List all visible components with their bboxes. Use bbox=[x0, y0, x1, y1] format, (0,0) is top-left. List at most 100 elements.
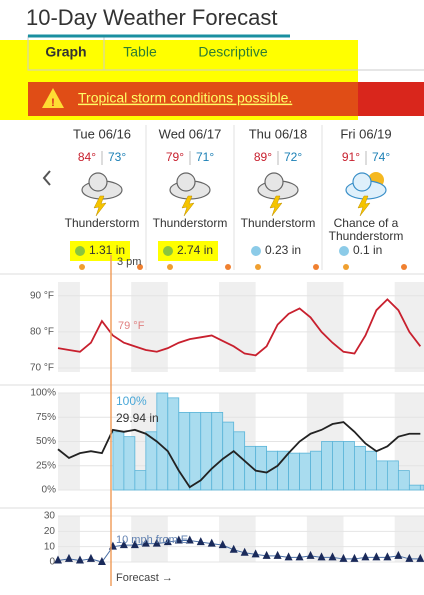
highlight bbox=[70, 241, 130, 261]
high-temp: 91° bbox=[342, 150, 360, 164]
wind-arrow bbox=[229, 544, 238, 553]
annotation: 29.94 in bbox=[116, 411, 159, 425]
wind-arrow bbox=[54, 555, 62, 564]
sun-dot bbox=[79, 264, 85, 270]
night-band bbox=[131, 282, 168, 372]
page-title: 10-Day Weather Forecast bbox=[26, 5, 277, 30]
annotation: 10 mph from E bbox=[116, 534, 188, 546]
day-date: Thu 06/18 bbox=[249, 126, 308, 141]
wind-arrow bbox=[207, 538, 216, 547]
sun-dot bbox=[401, 264, 407, 270]
high-temp: 79° bbox=[166, 150, 184, 164]
bolt-icon bbox=[269, 195, 283, 217]
annotation: 100% bbox=[116, 394, 147, 408]
alert-link[interactable]: Tropical storm conditions possible. bbox=[78, 90, 292, 106]
annotation: 79 °F bbox=[118, 320, 145, 332]
y-tick-label: 0 bbox=[49, 557, 55, 568]
cloud-icon bbox=[264, 172, 284, 192]
high-temp: 89° bbox=[254, 150, 272, 164]
y-tick-label: 80 °F bbox=[30, 327, 54, 338]
precip-icon bbox=[339, 246, 349, 256]
wind-arrow bbox=[218, 540, 227, 549]
precip-bar bbox=[288, 452, 300, 491]
sun-dot bbox=[343, 264, 349, 270]
precip-bar bbox=[408, 484, 421, 491]
night-band bbox=[131, 516, 168, 562]
precip-bar bbox=[343, 441, 355, 491]
tab[interactable]: Graph bbox=[45, 44, 86, 60]
precip-amount: 0.23 in bbox=[265, 243, 301, 257]
y-tick-label: 30 bbox=[44, 511, 56, 522]
wind-arrow bbox=[152, 538, 161, 547]
wind-arrow bbox=[295, 552, 304, 561]
night-band bbox=[219, 282, 256, 372]
sun-dot bbox=[313, 264, 319, 270]
wind-arrow bbox=[273, 550, 282, 559]
wind-arrow bbox=[75, 555, 84, 564]
wind-arrow bbox=[262, 550, 271, 559]
wind-arrow bbox=[383, 552, 392, 561]
cloud-icon bbox=[88, 172, 108, 192]
alert-icon: ! bbox=[51, 97, 55, 109]
wind-arrow bbox=[185, 535, 194, 544]
wind-line bbox=[57, 540, 421, 563]
wind-arrow bbox=[405, 553, 414, 562]
forecast-label: Forecast → bbox=[116, 572, 173, 584]
precip-bar bbox=[277, 450, 289, 491]
tab[interactable]: Table bbox=[123, 44, 157, 60]
temperature-line bbox=[57, 298, 422, 357]
wind-arrow bbox=[196, 537, 205, 546]
sun-dot bbox=[255, 264, 261, 270]
precip-bar bbox=[310, 450, 322, 491]
y-tick-label: 70 °F bbox=[30, 363, 54, 374]
condition-box: Thunderstorm bbox=[64, 217, 140, 230]
wind-arrow bbox=[306, 550, 315, 559]
y-tick-label: 75% bbox=[36, 412, 56, 423]
low-temp: 71° bbox=[196, 150, 214, 164]
wind-arrow bbox=[328, 552, 337, 561]
precip-bar bbox=[112, 431, 125, 491]
y-tick-label: 50% bbox=[36, 436, 56, 447]
condition: Thunderstorm bbox=[64, 217, 140, 230]
cloud-icon bbox=[352, 172, 372, 192]
current-time-label: 3 pm bbox=[117, 256, 141, 268]
precip-bar bbox=[255, 445, 268, 491]
sun-dot bbox=[167, 264, 173, 270]
precip-bar bbox=[123, 436, 136, 491]
day-date: Wed 06/17 bbox=[159, 126, 222, 141]
y-tick-label: 25% bbox=[36, 460, 56, 471]
wind-arrow bbox=[416, 553, 424, 562]
precip-bar bbox=[354, 445, 366, 491]
precip-bar bbox=[167, 397, 180, 491]
low-temp: 74° bbox=[372, 150, 390, 164]
wind-arrow bbox=[372, 552, 381, 561]
highlight bbox=[28, 82, 358, 116]
precip-icon bbox=[75, 246, 85, 256]
wind-arrow bbox=[86, 553, 95, 562]
highlight bbox=[158, 241, 218, 261]
bolt-icon bbox=[181, 195, 195, 217]
y-tick-label: 0% bbox=[42, 485, 57, 496]
precip-bar bbox=[376, 460, 388, 491]
wind-arrow bbox=[141, 538, 150, 547]
alert-bar bbox=[28, 82, 424, 116]
night-band bbox=[394, 282, 424, 372]
precip-bar bbox=[397, 470, 410, 491]
day-date: Fri 06/19 bbox=[340, 126, 391, 141]
night-band bbox=[306, 516, 344, 562]
condition: Thunderstorm bbox=[152, 217, 228, 230]
precip-bar bbox=[321, 441, 333, 491]
precip-bar bbox=[211, 411, 224, 491]
y-tick-label: 100% bbox=[30, 388, 56, 399]
condition-box: Thunderstorm bbox=[152, 217, 228, 230]
prev-arrow[interactable] bbox=[42, 170, 51, 186]
precip-amount: 1.31 in bbox=[89, 243, 125, 257]
precip-bar bbox=[299, 452, 311, 491]
low-temp: 73° bbox=[108, 150, 126, 164]
wind-arrow bbox=[339, 553, 348, 562]
tab[interactable]: Descriptive bbox=[198, 44, 267, 60]
condition-box: Thunderstorm bbox=[241, 217, 316, 230]
precip-bar bbox=[332, 441, 344, 491]
